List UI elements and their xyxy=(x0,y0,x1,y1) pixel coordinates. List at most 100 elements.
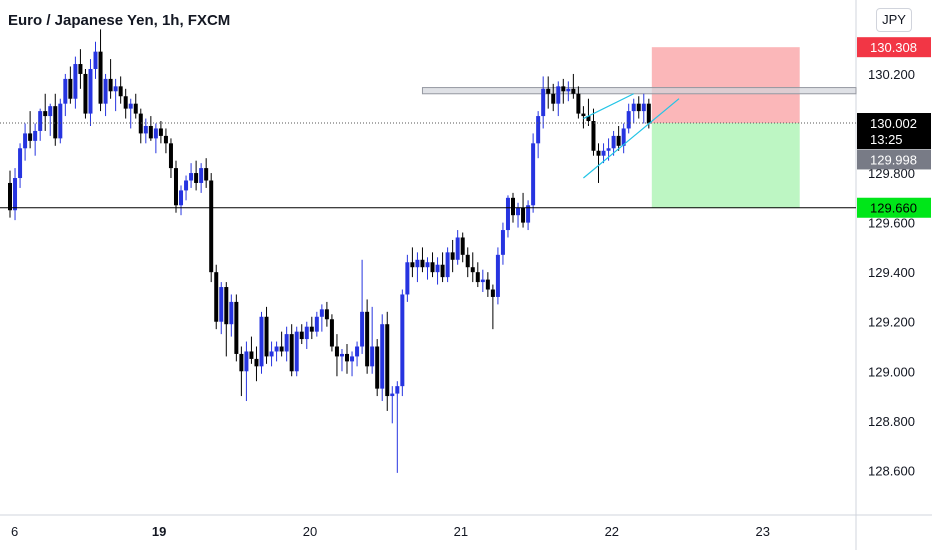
candle-body xyxy=(616,135,621,146)
candle-body xyxy=(43,111,48,117)
candle-body xyxy=(636,103,641,112)
candle-body xyxy=(219,287,224,322)
candle-body xyxy=(631,103,636,112)
stop-loss-zone xyxy=(651,47,800,124)
candle-body xyxy=(38,111,43,131)
candle-body xyxy=(611,135,616,149)
candle-body xyxy=(345,353,350,362)
candle-body xyxy=(148,125,153,139)
candle-body xyxy=(596,150,601,156)
candle-body xyxy=(370,346,375,367)
candle-body xyxy=(591,121,596,151)
candle-body xyxy=(33,130,38,141)
candle-body xyxy=(184,180,189,191)
candle-body xyxy=(526,205,531,223)
candle-body xyxy=(380,324,385,389)
candle-body xyxy=(521,207,526,223)
candle-body xyxy=(194,173,199,183)
candle-body xyxy=(189,173,194,181)
candle-body xyxy=(173,168,178,206)
x-tick-label: 22 xyxy=(605,524,619,539)
candle-body xyxy=(234,301,239,354)
candle-body xyxy=(123,96,128,109)
candle-body xyxy=(83,73,88,114)
candle-body xyxy=(365,311,370,367)
candle-body xyxy=(646,103,651,124)
candle-body xyxy=(385,324,390,397)
candle-body xyxy=(319,309,324,317)
candle-body xyxy=(531,143,536,206)
target-price-label-bg xyxy=(857,197,931,218)
candle-body xyxy=(440,264,445,278)
candle-body xyxy=(254,358,259,367)
candle-body xyxy=(214,272,219,322)
candle-body xyxy=(153,128,158,139)
candle-body xyxy=(576,93,581,114)
candle-body xyxy=(274,346,279,352)
candle-body xyxy=(450,252,455,260)
candle-body xyxy=(395,386,400,394)
candle-body xyxy=(168,143,173,169)
candle-body xyxy=(339,353,344,357)
target-price-label: 129.660 xyxy=(870,201,917,216)
y-tick-label: 129.000 xyxy=(868,364,915,379)
candle-body xyxy=(400,294,405,387)
candle-body xyxy=(299,331,304,340)
bid-price-label-bg xyxy=(857,149,931,170)
candle-body xyxy=(606,148,611,151)
candle-body xyxy=(581,113,586,117)
candle-body xyxy=(88,68,93,114)
candle-body xyxy=(249,351,254,359)
candle-body xyxy=(536,116,541,144)
candle-body xyxy=(390,393,395,397)
candle-body xyxy=(541,88,546,117)
candle-body xyxy=(138,113,143,134)
candle-body xyxy=(23,133,28,149)
candles xyxy=(8,29,651,473)
y-tick-label: 129.600 xyxy=(868,216,915,231)
candle-body xyxy=(516,207,521,216)
candle-body xyxy=(143,125,148,134)
candle-body xyxy=(475,272,480,283)
candle-body xyxy=(103,78,108,104)
candle-body xyxy=(601,150,606,156)
take-profit-zone xyxy=(651,123,800,208)
x-tick-label: 20 xyxy=(303,524,317,539)
stop-price-label: 130.308 xyxy=(870,40,917,55)
candle-body xyxy=(28,133,33,141)
candle-body xyxy=(224,287,229,325)
candle-body xyxy=(73,64,78,99)
candle-body xyxy=(128,103,133,109)
currency-button[interactable]: JPY xyxy=(876,8,912,32)
resistance-zone xyxy=(421,87,857,95)
candle-body xyxy=(314,316,319,332)
candle-body xyxy=(264,316,269,357)
candle-body xyxy=(68,78,73,99)
candle-body xyxy=(108,78,113,92)
candle-body xyxy=(209,180,214,273)
current-price-label: 130.002 xyxy=(870,116,917,131)
candle-body xyxy=(63,78,68,104)
y-tick-label: 130.200 xyxy=(868,67,915,82)
candle-body xyxy=(500,230,505,255)
candle-body xyxy=(375,346,380,389)
candle-body xyxy=(199,168,204,183)
candle-body xyxy=(410,262,415,268)
candle-body xyxy=(329,319,334,347)
candle-body xyxy=(495,254,500,297)
x-tick-label: 19 xyxy=(152,524,166,539)
y-tick-label: 128.600 xyxy=(868,463,915,478)
candle-body xyxy=(626,111,631,129)
candle-body xyxy=(425,262,430,268)
stop-price-label-bg xyxy=(857,37,931,58)
candle-body xyxy=(485,279,490,290)
y-tick-label: 129.800 xyxy=(868,166,915,181)
candle-body xyxy=(8,182,12,211)
candle-body xyxy=(334,346,339,357)
candle-body xyxy=(53,106,58,139)
candle-body xyxy=(163,135,168,144)
candle-body xyxy=(350,356,355,362)
candle-body xyxy=(420,259,425,268)
candle-body xyxy=(511,197,515,216)
